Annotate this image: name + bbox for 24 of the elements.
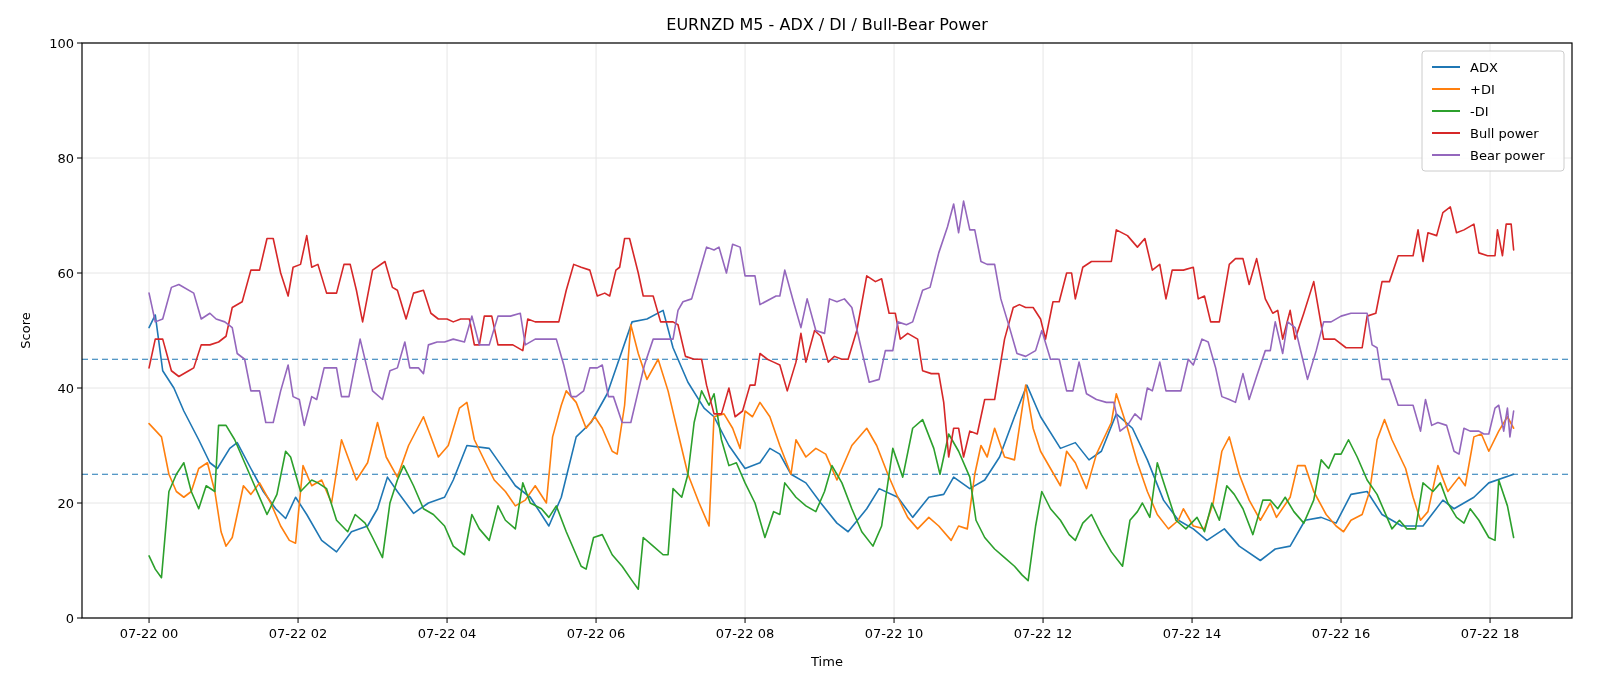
y-tick-label: 100 (49, 36, 74, 51)
x-tick-label: 07-22 16 (1311, 626, 1371, 641)
x-tick-label: 07-22 14 (1162, 626, 1222, 641)
chart-title: EURNZD M5 - ADX / DI / Bull-Bear Power (666, 15, 989, 34)
legend-label: Bear power (1470, 148, 1546, 163)
legend-label: Bull power (1470, 126, 1540, 141)
y-axis-title: Score (18, 312, 33, 349)
x-tick-label: 07-22 18 (1460, 626, 1520, 641)
legend-label: ADX (1470, 60, 1498, 75)
x-tick-label: 07-22 00 (119, 626, 179, 641)
x-tick-label: 07-22 06 (566, 626, 626, 641)
y-tick-label: 0 (65, 611, 74, 626)
y-tick-label: 80 (57, 151, 74, 166)
x-tick-label: 07-22 02 (268, 626, 328, 641)
x-tick-label: 07-22 10 (864, 626, 924, 641)
y-tick-label: 20 (57, 496, 74, 511)
legend-label: +DI (1470, 82, 1495, 97)
legend-label: -DI (1470, 104, 1489, 119)
y-tick-label: 60 (57, 266, 74, 281)
x-tick-label: 07-22 04 (417, 626, 477, 641)
x-tick-label: 07-22 08 (715, 626, 775, 641)
x-axis-title: Time (810, 654, 843, 669)
x-tick-label: 07-22 12 (1013, 626, 1073, 641)
y-tick-label: 40 (57, 381, 74, 396)
